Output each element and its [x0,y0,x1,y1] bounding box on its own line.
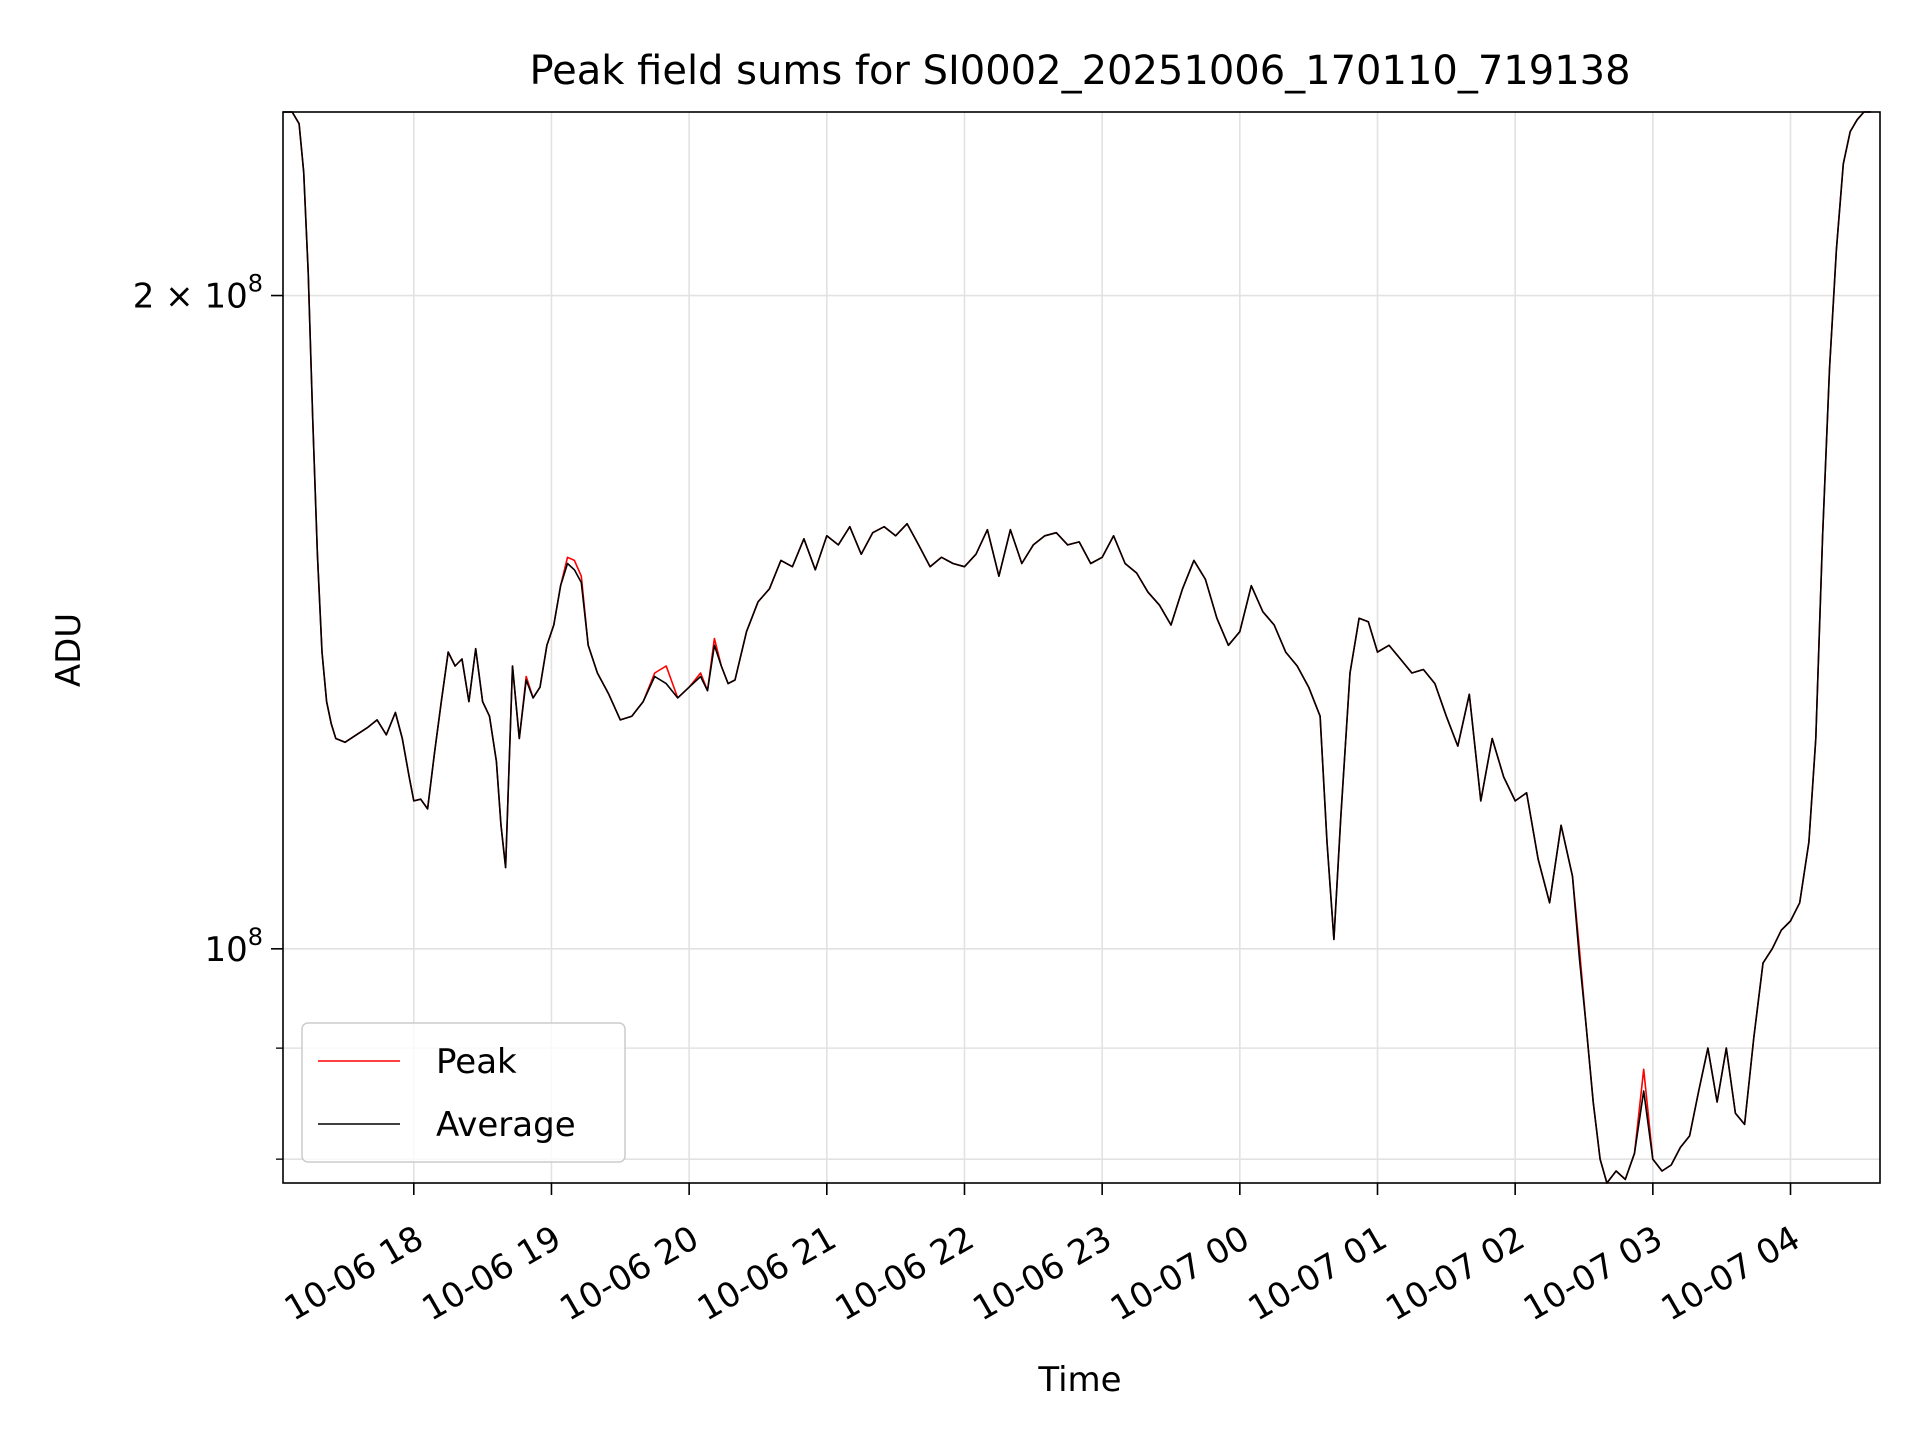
y-tick-label-base: 2 × 10 [133,277,248,317]
legend: Peak Average [301,1022,626,1163]
legend-label-peak: Peak [436,1042,517,1082]
y-tick-label: 2 × 108 [133,270,263,317]
y-tick-label: 108 [204,923,263,970]
series-line-average [283,111,1871,1184]
grid-layer [283,112,1880,1183]
y-axis-label: ADU [49,613,89,687]
legend-box [301,1022,626,1163]
plot-frame [282,111,1881,1184]
series-layer [283,111,1871,1184]
y-tick-label-exponent: 8 [248,270,263,298]
x-axis-label: Time [1037,1360,1121,1400]
y-tick-label-base: 10 [204,930,247,970]
y-tick-label-exponent: 8 [248,923,263,951]
chart-title: Peak field sums for SI0002_20251006_1701… [529,48,1630,94]
legend-label-average: Average [436,1105,576,1145]
